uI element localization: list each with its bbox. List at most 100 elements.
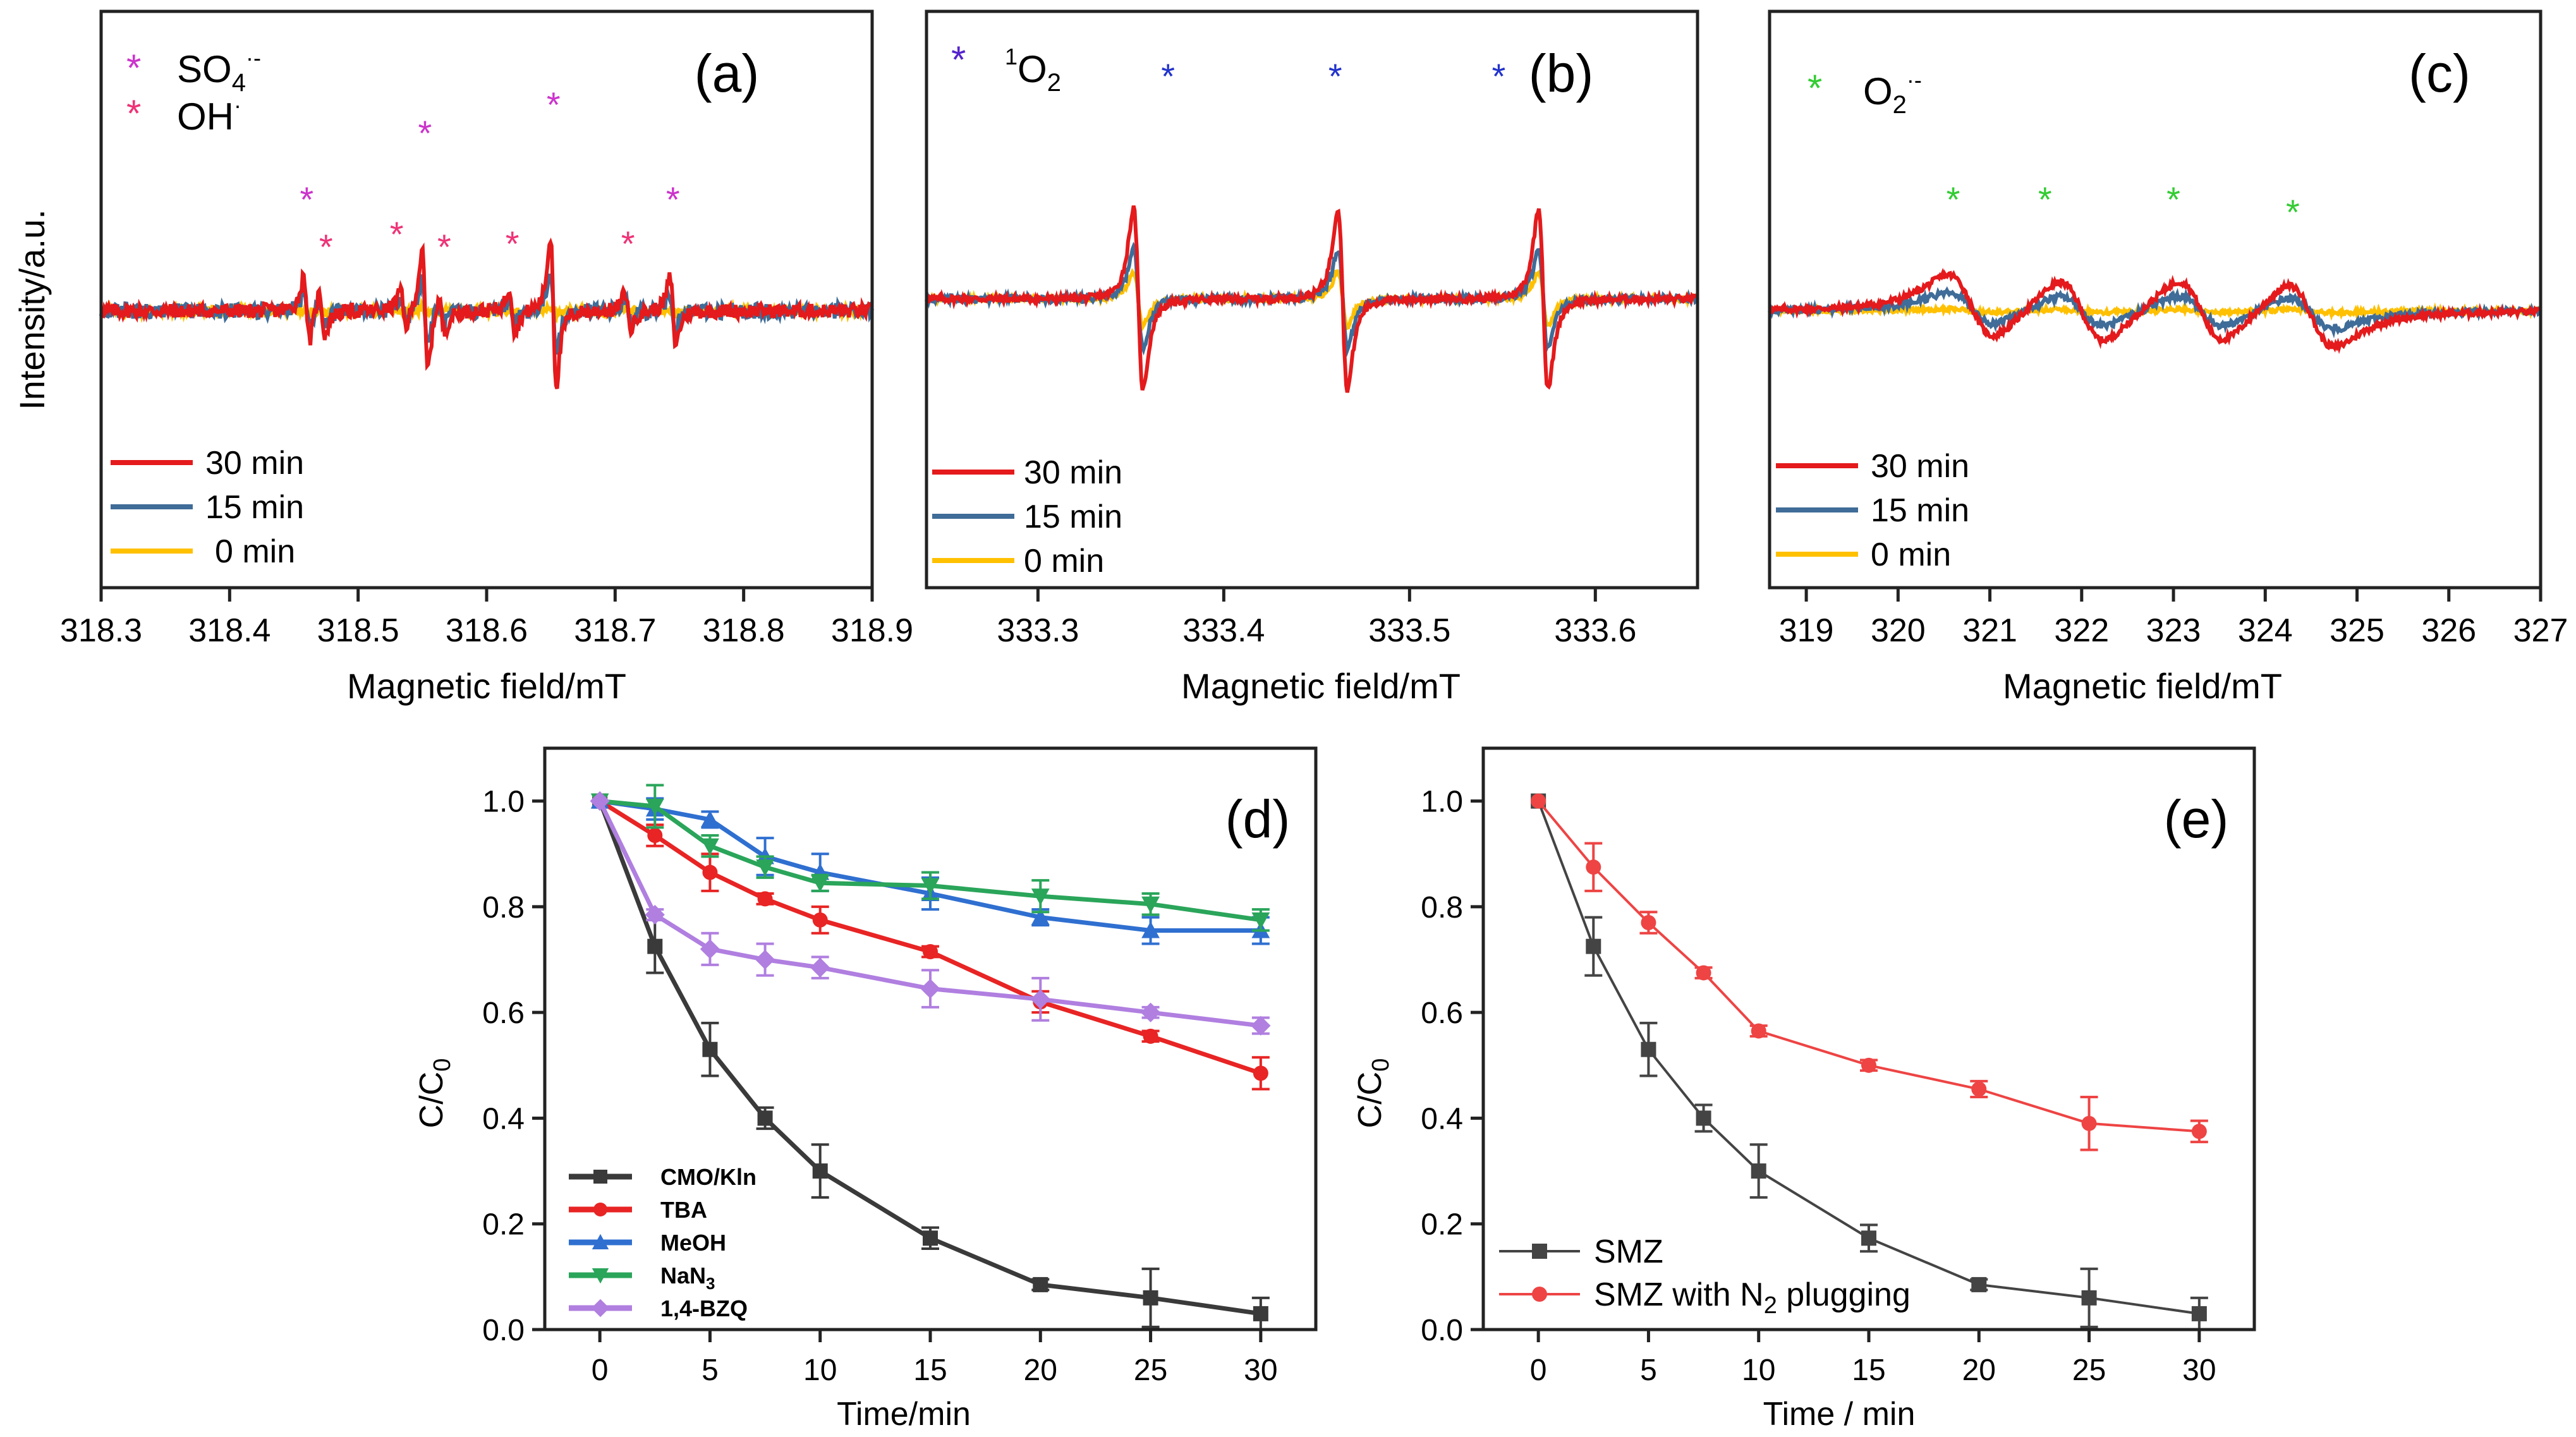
legend-label-30min: 30 min [205,445,304,482]
peak-marker-star-icon: * [1161,56,1175,96]
legend-subscript: 3 [706,1274,715,1293]
panel-d-label: (d) [1225,789,1291,849]
data-point-diamond [591,1299,610,1318]
ytick-label: 0.4 [1421,1102,1463,1136]
panel-b-legend: 30 min 15 min 0 min [932,454,1122,579]
so4-sub: 4 [232,69,246,97]
peak-marker-star-icon: * [1328,56,1342,96]
legend-text: plugging [1777,1276,1911,1313]
data-point-square [923,1230,938,1246]
so4-sup: ·- [246,45,261,71]
data-point-square [1861,1230,1876,1246]
panel-d-plot [590,784,1271,1331]
data-point-square [1253,1306,1268,1321]
singlet-oxygen-star-icon: * [951,39,966,81]
peak-marker-star-icon: * [300,179,313,219]
panel-e-label: (e) [2164,789,2229,849]
panel-e: C/C0 0 5 10 15 20 25 300.00.20.40.60.81.0 Time… [1352,746,2256,1433]
peak-marker-star-icon: * [1492,56,1506,96]
panel-a: Intensity/a.u. ** *** **** 318.3 318.4 318.5… [12,9,913,706]
ytick-label: 0.6 [1421,997,1463,1030]
legend-label: TBA [660,1197,707,1223]
data-point-triangle-up [1031,908,1050,925]
data-point-square [757,1110,773,1126]
data-point-square [2191,1306,2207,1321]
xtick-label: 321 [1962,612,2017,649]
singlet-oxygen-label: 1O2 [1005,44,1061,97]
legend-label-15min: 15 min [1871,492,1969,529]
peak-marker-star-icon: * [390,214,404,254]
legend-label-15min: 15 min [205,489,304,526]
data-point-circle [647,828,663,843]
xtick-label: 318.7 [574,612,656,649]
panel-e-plot [1531,793,2208,1331]
panel-a-traces [99,237,874,389]
ylabel-main: C/C [1352,1072,1388,1129]
panel-e-xlabel: Time / min [1763,1396,1916,1433]
panel-d-ylabel: C/C0 [413,1058,456,1129]
panel-b-traces [925,205,1699,393]
xtick-label: 318.3 [60,612,142,649]
legend-label-0min: 0 min [215,533,295,570]
data-point-circle [757,891,773,907]
data-point-circle [1531,793,1546,809]
panel-b-xticks: 333.3 333.4 333.5 333.6 [997,588,1636,649]
panel-a-xticks: 318.3 318.4 318.5 318.6 318.7 318.8 318.9 [60,588,913,649]
xtick-label: 318.4 [188,612,270,649]
o2c-main: O [1863,70,1893,112]
data-point-square [812,1163,828,1179]
oh-sup: · [234,92,241,118]
legend-label-30min: 30 min [1024,454,1122,491]
xtick-label: 327 [2513,612,2568,649]
legend-subscript: 2 [1764,1292,1777,1319]
ytick-label: 0.8 [482,891,525,925]
so4-label: SO4·- [177,45,261,97]
data-point-diamond [1251,1016,1271,1036]
xtick-label: 333.5 [1368,612,1450,649]
xtick-label: 15 [913,1354,947,1387]
data-point-square [1586,938,1601,954]
data-point-circle [593,1203,607,1216]
series-tba [592,793,1270,1091]
trace-30min [1768,267,2541,355]
xtick-label: 318.5 [317,612,399,649]
data-point-diamond [920,978,940,999]
panel-a-xlabel: Magnetic field/mT [347,666,626,706]
panel-d-xlabel: Time/min [837,1396,971,1433]
ytick-label: 1.0 [1421,785,1463,819]
data-point-triangle-down [811,875,830,892]
o2c-sub: 2 [1893,91,1907,119]
data-point-square [1532,1244,1547,1259]
legend-label: 1,4-BZQ [660,1295,748,1321]
panel-c-traces [1768,267,2543,355]
data-point-circle [812,912,828,928]
series-smz [1531,793,2208,1331]
panel-a-label: (a) [695,44,760,103]
data-point-diamond [590,791,610,811]
panel-a-legend: 30 min 15 min 0 min [111,445,304,570]
peak-marker-star-icon: * [418,113,432,153]
data-point-circle [1751,1023,1766,1039]
series-smz-with-n2-plugging [1531,793,2208,1151]
xtick-label: 20 [1962,1354,1996,1387]
ytick-label: 0.8 [1421,891,1463,925]
data-point-square [2081,1290,2097,1306]
panel-c-peak-markers: * * * * [1947,179,2300,232]
ylabel-sub: 0 [1368,1058,1394,1072]
panel-d-ticks: 0 5 10 15 20 25 30 0.0 0.2 0.4 0.6 0.8 1.0 [482,785,1277,1387]
data-point-triangle-down [756,859,774,876]
ylabel-sub: 0 [429,1058,456,1072]
data-point-diamond [810,957,830,978]
peak-marker-star-icon: * [1947,179,1960,219]
data-point-circle [1143,1028,1158,1044]
legend-label: CMO/Kln [660,1164,756,1190]
data-point-triangle-down [921,878,940,895]
peak-marker-star-icon: * [2166,179,2180,219]
xtick-label: 20 [1024,1354,1057,1387]
data-point-circle [1532,1287,1547,1302]
xtick-label: 5 [702,1354,719,1387]
data-point-circle [1586,859,1601,875]
peak-marker-star-icon: * [2038,179,2052,219]
legend-label-30min: 30 min [1871,448,1969,485]
